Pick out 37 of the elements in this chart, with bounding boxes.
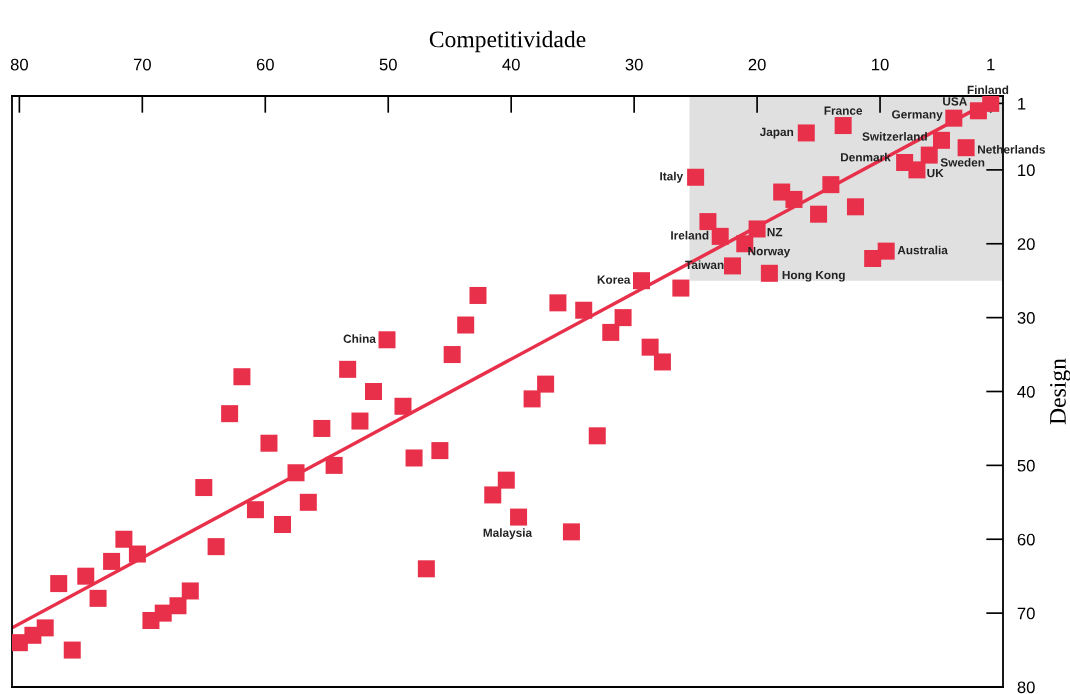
y-tick-label: 20 [1017, 238, 1035, 250]
annotation: Italy [660, 171, 684, 183]
annotation: China [343, 334, 376, 343]
y-axis-title: Design [1050, 358, 1070, 425]
x-axis-title: Competitividade [429, 30, 586, 53]
x-tick-label: 20 [748, 58, 766, 71]
x-tick-label: 40 [502, 58, 520, 71]
y-tick-label: 40 [1017, 385, 1035, 398]
y-tick-label: 10 [1018, 164, 1035, 177]
annotation: Taiwan [685, 260, 724, 270]
x-tick-label: 50 [379, 58, 397, 71]
y-tick-label: 30 [1017, 312, 1035, 324]
annotation: Norway [748, 247, 791, 258]
annotation: Ireland [671, 230, 709, 240]
annotation: USA [943, 97, 967, 106]
annotation: Australia [897, 245, 948, 255]
y-tick-label: 1 [1018, 97, 1026, 110]
annotation: Malaysia [483, 528, 533, 540]
x-tick-label: 10 [872, 58, 889, 71]
annotation: Sweden [940, 157, 985, 167]
x-tick-label: 70 [133, 58, 151, 71]
annotation: UK [927, 168, 944, 178]
y-tick-label: 70 [1017, 607, 1035, 620]
y-tick-label: 50 [1017, 459, 1035, 472]
annotation: Korea [597, 275, 631, 284]
annotation: Hong Kong [782, 270, 845, 282]
x-tick-label: 30 [625, 58, 643, 71]
y-tick-label: 80 [1017, 681, 1035, 694]
annotation: Japan [759, 127, 794, 139]
y-tick-label: 60 [1017, 533, 1035, 546]
x-tick-label: 1 [987, 58, 995, 71]
annotation: NZ [767, 228, 783, 237]
x-tick-label: 80 [10, 58, 28, 71]
annotation: Germany [892, 110, 943, 121]
annotation: France [824, 106, 863, 115]
x-tick-label: 60 [256, 58, 274, 71]
annotation: Finland [967, 85, 1009, 95]
